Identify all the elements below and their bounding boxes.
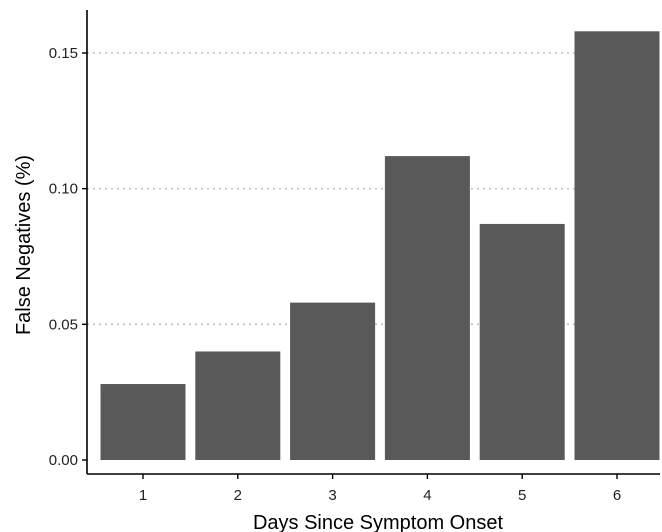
x-axis-title: Days Since Symptom Onset	[253, 512, 504, 532]
x-tick-label: 3	[328, 487, 336, 504]
bar-day-5	[479, 223, 565, 460]
x-tick-label: 2	[234, 487, 242, 504]
bar-day-1	[100, 384, 186, 460]
y-tick-label: 0.15	[49, 45, 78, 62]
y-tick-label: 0.05	[49, 316, 78, 333]
y-axis-title: False Negatives (%)	[13, 155, 35, 335]
x-tick-label: 6	[613, 487, 621, 504]
y-tick-label: 0.10	[49, 181, 78, 198]
gridlines	[87, 52, 660, 326]
y-tick-label: 0.00	[49, 452, 78, 469]
bar-day-3	[290, 302, 376, 460]
axes	[86, 10, 660, 475]
bar-day-2	[195, 351, 281, 460]
y-ticks: 0.00 0.05 0.10 0.15	[49, 45, 87, 469]
x-tick-label: 1	[139, 487, 147, 504]
bar-day-4	[384, 156, 470, 460]
x-tick-label: 5	[518, 487, 526, 504]
x-tick-label: 4	[423, 487, 431, 504]
x-ticks: 1 2 3 4 5 6	[139, 474, 621, 504]
bar-day-6	[574, 31, 660, 460]
bars	[100, 31, 660, 460]
